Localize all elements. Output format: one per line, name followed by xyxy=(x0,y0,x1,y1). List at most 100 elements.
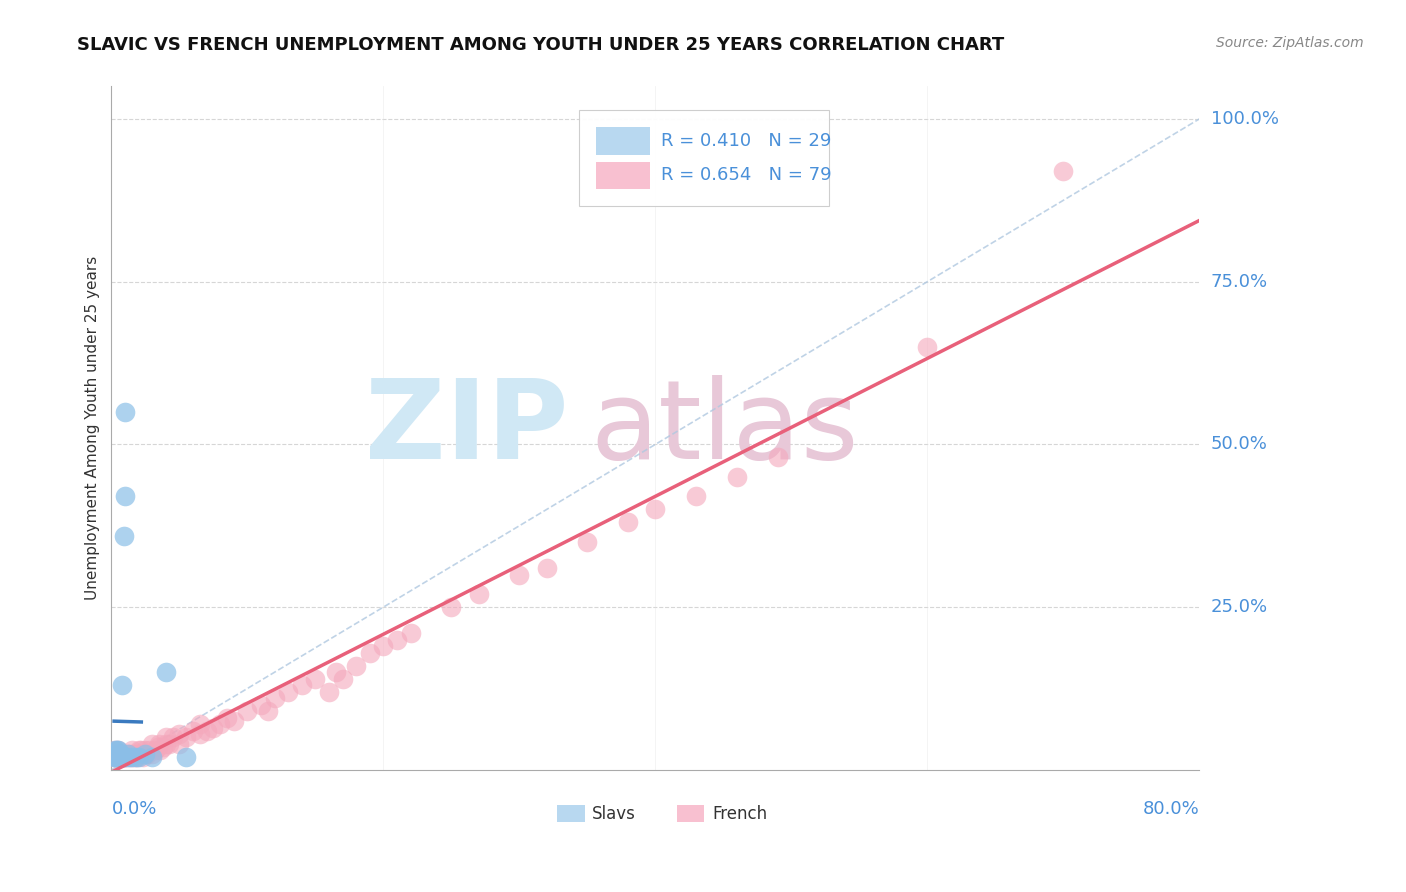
Point xyxy=(112,528,135,542)
Point xyxy=(121,743,143,757)
Point xyxy=(105,743,128,757)
Point xyxy=(155,731,177,745)
Point xyxy=(141,747,163,761)
Point xyxy=(117,747,139,761)
Point xyxy=(359,646,381,660)
Point xyxy=(107,749,129,764)
Point xyxy=(195,723,218,738)
Point xyxy=(125,749,148,764)
Point xyxy=(105,749,128,764)
Point xyxy=(1052,164,1074,178)
Point xyxy=(122,747,145,761)
Point xyxy=(125,747,148,761)
Point xyxy=(107,743,129,757)
FancyBboxPatch shape xyxy=(579,111,830,206)
Point xyxy=(124,749,146,764)
Point xyxy=(108,747,131,761)
Point xyxy=(131,749,153,764)
Text: 80.0%: 80.0% xyxy=(1143,800,1199,818)
Text: 100.0%: 100.0% xyxy=(1211,110,1278,128)
Point xyxy=(121,749,143,764)
Point xyxy=(132,747,155,761)
Point xyxy=(114,747,136,761)
Point xyxy=(215,711,238,725)
Point xyxy=(188,717,211,731)
Point xyxy=(917,340,939,354)
Point xyxy=(148,737,170,751)
Point xyxy=(110,747,132,761)
Point xyxy=(103,749,125,764)
Text: Source: ZipAtlas.com: Source: ZipAtlas.com xyxy=(1216,36,1364,50)
Point xyxy=(134,743,156,757)
Point xyxy=(141,737,163,751)
Point xyxy=(162,731,184,745)
Point xyxy=(263,691,285,706)
Point xyxy=(236,704,259,718)
Point xyxy=(105,749,128,764)
Bar xyxy=(596,128,650,154)
Text: ZIP: ZIP xyxy=(366,375,568,482)
Point xyxy=(373,639,395,653)
Point xyxy=(112,749,135,764)
Point xyxy=(209,717,232,731)
Text: 25.0%: 25.0% xyxy=(1211,599,1268,616)
Point xyxy=(114,490,136,504)
Text: 0.0%: 0.0% xyxy=(111,800,157,818)
Point xyxy=(111,749,134,764)
Point xyxy=(202,721,225,735)
Point xyxy=(121,749,143,764)
Point xyxy=(157,737,180,751)
Point xyxy=(131,743,153,757)
Point xyxy=(725,470,748,484)
Point xyxy=(181,723,204,738)
Point xyxy=(576,535,599,549)
Y-axis label: Unemployment Among Youth under 25 years: Unemployment Among Youth under 25 years xyxy=(86,256,100,600)
Point xyxy=(222,714,245,728)
Point xyxy=(644,502,666,516)
Point xyxy=(169,727,191,741)
Point xyxy=(110,747,132,761)
Point xyxy=(112,747,135,761)
Point xyxy=(291,678,314,692)
Point xyxy=(104,743,127,757)
Point xyxy=(110,749,132,764)
Point xyxy=(155,737,177,751)
Point xyxy=(188,727,211,741)
Point xyxy=(120,747,142,761)
Point xyxy=(149,743,172,757)
Point xyxy=(104,749,127,764)
Point xyxy=(399,626,422,640)
Point xyxy=(385,632,408,647)
Point xyxy=(111,749,134,764)
Point xyxy=(508,567,530,582)
Point xyxy=(318,684,340,698)
Point xyxy=(332,672,354,686)
Point xyxy=(250,698,273,712)
Point xyxy=(277,684,299,698)
Text: R = 0.410   N = 29: R = 0.410 N = 29 xyxy=(661,132,831,150)
Point xyxy=(325,665,347,680)
Point xyxy=(174,731,197,745)
Text: SLAVIC VS FRENCH UNEMPLOYMENT AMONG YOUTH UNDER 25 YEARS CORRELATION CHART: SLAVIC VS FRENCH UNEMPLOYMENT AMONG YOUT… xyxy=(77,36,1004,54)
Text: atlas: atlas xyxy=(591,375,859,482)
Point xyxy=(107,747,129,761)
Point xyxy=(103,749,125,764)
Point xyxy=(138,743,160,757)
Point xyxy=(344,658,367,673)
Point xyxy=(108,749,131,764)
Point xyxy=(114,405,136,419)
Point xyxy=(127,749,149,764)
Point xyxy=(141,749,163,764)
Point xyxy=(467,587,489,601)
Point xyxy=(108,747,131,761)
Point xyxy=(766,450,789,465)
Point xyxy=(117,747,139,761)
Point xyxy=(440,600,463,615)
Point xyxy=(169,737,191,751)
Point xyxy=(118,749,141,764)
Point xyxy=(536,561,558,575)
Bar xyxy=(558,805,585,822)
Point xyxy=(115,749,138,764)
Text: R = 0.654   N = 79: R = 0.654 N = 79 xyxy=(661,166,831,185)
Point xyxy=(107,743,129,757)
